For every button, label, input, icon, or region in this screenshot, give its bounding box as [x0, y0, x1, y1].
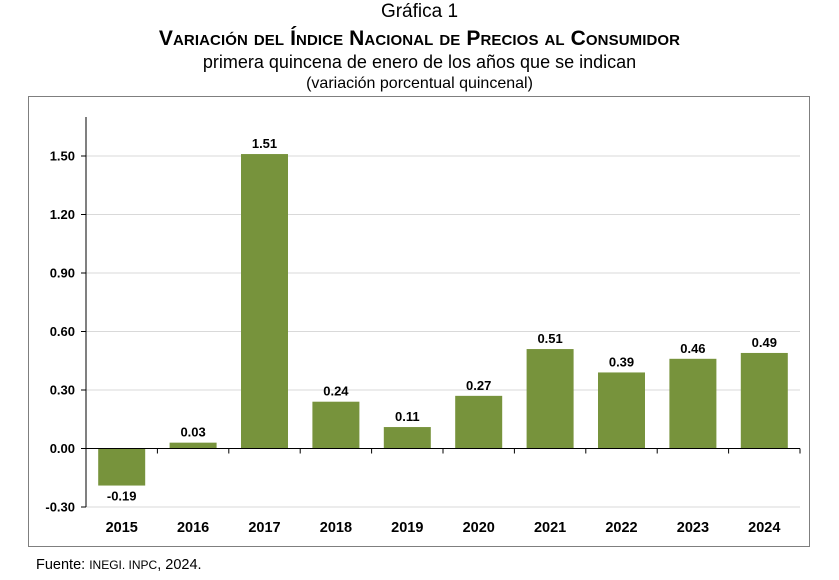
y-tick-label: 1.20	[50, 207, 75, 222]
chart-title: Variación del Índice Nacional de Precios…	[158, 27, 681, 50]
y-tick-label: -0.30	[45, 500, 75, 515]
source-year: , 2024.	[157, 557, 202, 573]
data-label: 0.27	[466, 378, 491, 393]
data-label: 0.03	[180, 425, 205, 440]
x-tick-label: 2016	[177, 520, 209, 536]
x-tick-label: 2018	[320, 520, 352, 536]
x-tick-label: 2015	[106, 520, 138, 536]
bar	[526, 349, 574, 449]
chart-label: Gráfica 1	[380, 1, 459, 22]
x-tick-label: 2022	[605, 520, 637, 536]
bar	[598, 372, 645, 449]
data-label: 0.46	[680, 341, 705, 356]
chart-subtitle: primera quincena de enero de los años qu…	[202, 52, 637, 72]
gridlines	[86, 155, 800, 508]
bar	[241, 154, 288, 449]
x-tick-label: 2017	[248, 520, 280, 536]
bars	[98, 154, 788, 486]
source-note: Fuente: INEGI. INPC, 2024.	[36, 556, 202, 574]
y-tick-label: 0.90	[50, 266, 75, 281]
plot-frame	[28, 96, 810, 547]
data-label: 0.51	[537, 331, 562, 346]
bar	[383, 427, 431, 449]
chart-units: (variación porcentual quincenal)	[306, 75, 533, 92]
bar	[455, 395, 503, 449]
data-label: 0.39	[609, 354, 634, 369]
data-label: 0.24	[323, 384, 349, 399]
bar	[169, 442, 217, 449]
y-tick-label: 0.00	[50, 441, 75, 456]
data-label: 0.11	[395, 409, 420, 424]
axes	[81, 117, 801, 508]
data-label: -0.19	[107, 489, 137, 504]
x-tick-label: 2020	[463, 520, 495, 536]
bar	[312, 401, 360, 449]
bar	[740, 352, 788, 449]
source-prefix: Fuente:	[36, 557, 90, 573]
bar	[98, 448, 146, 486]
bar	[669, 358, 717, 449]
y-tick-label: 0.60	[50, 324, 75, 339]
source-org: INEGI. INPC	[89, 558, 158, 572]
labels: -0.30 0.00 0.30 0.60 0.90 1.20 1.50 -0.19 2015 0.…	[45, 136, 780, 536]
x-tick-label: 2021	[534, 520, 566, 536]
y-tick-label: 0.30	[50, 383, 75, 398]
x-tick-label: 2024	[748, 520, 780, 536]
data-label: 1.51	[252, 136, 277, 151]
x-tick-label: 2019	[391, 520, 423, 536]
x-tick-label: 2023	[677, 520, 709, 536]
bar-chart: -0.30 0.00 0.30 0.60 0.90 1.20 1.50 -0.19 2015 0.…	[45, 117, 801, 536]
y-tick-label: 1.50	[50, 149, 75, 164]
data-label: 0.49	[752, 335, 777, 350]
